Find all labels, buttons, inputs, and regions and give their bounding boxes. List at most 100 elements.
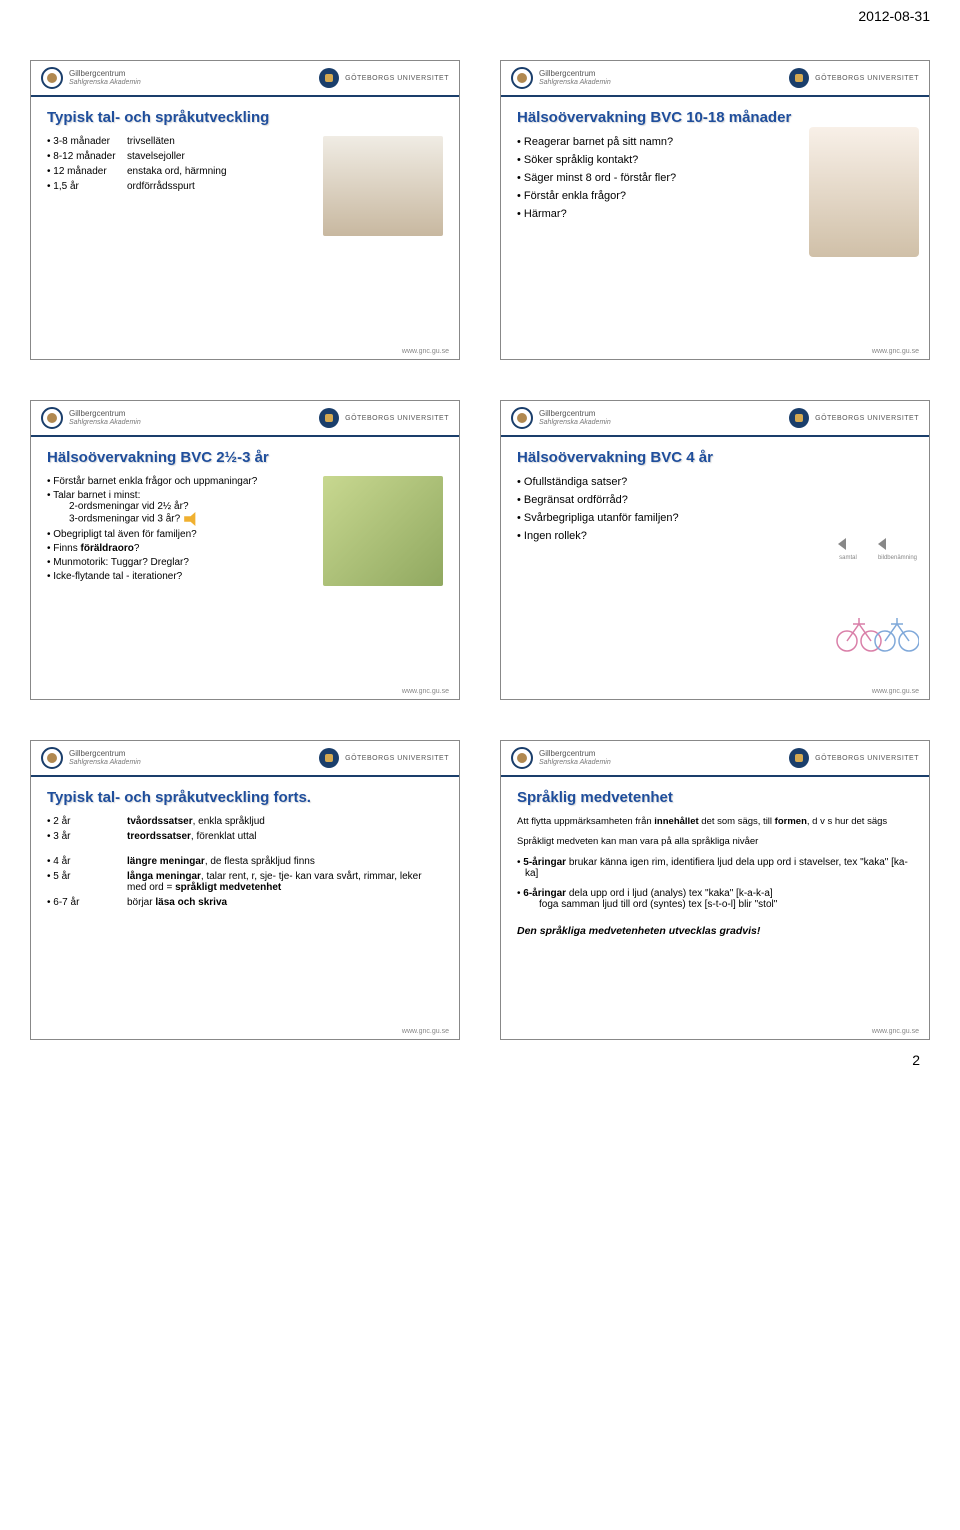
bullet-item: Förstår barnet enkla frågor och uppmanin… [47,476,313,487]
gu-shield-icon [789,408,809,428]
logo-left-text: Gillbergcentrum Sahlgrenska Akademin [69,410,141,426]
logo-left-line1: Gillbergcentrum [69,750,141,759]
bullet-item: Svårbegripliga utanför familjen? [517,512,777,524]
logo-left: Gillbergcentrum Sahlgrenska Akademin [41,67,141,89]
desc-cell: långa meningar, talar rent, r, sje- tje-… [127,871,443,893]
bullet-item: Ingen rollek? [517,530,777,542]
speaker-icon [878,537,898,555]
logo-right: GÖTEBORGS UNIVERSITET [789,748,919,768]
bullet-item: Härmar? [517,208,757,220]
age-cell: 1,5 år [47,181,127,192]
desc-cell: längre meningar, de flesta språkljud fin… [127,856,315,867]
logo-left-text: Gillbergcentrum Sahlgrenska Akademin [69,750,141,766]
samtal-icon-group: samtal [838,537,858,561]
age-cell: 3-8 månader [47,136,127,147]
bullet-item: Obegripligt tal även för familjen? [47,529,313,540]
slide-footer: www.gnc.gu.se [31,1026,459,1039]
logo-left-line2: Sahlgrenska Akademin [539,79,611,87]
gu-shield-icon [319,408,339,428]
para-2: Språkligt medveten kan man vara på alla … [517,836,913,848]
slide-body: Hälsoövervakning BVC 10-18 månader Reage… [501,97,929,346]
slide-header: Gillbergcentrum Sahlgrenska Akademin GÖT… [31,61,459,97]
slide-title: Hälsoövervakning BVC 2½-3 år [47,449,443,466]
bullet-item: Munmotorik: Tuggar? Dreglar? [47,557,313,568]
logo-left-line2: Sahlgrenska Akademin [69,759,141,767]
logo-left: Gillbergcentrum Sahlgrenska Akademin [41,407,141,429]
sound-icon [184,512,200,526]
slide-6: Gillbergcentrum Sahlgrenska Akademin GÖT… [500,740,930,1040]
slide-title: Typisk tal- och språkutveckling forts. [47,789,443,806]
bullet-item: Finns föräldraoro? [47,543,313,554]
bold-word: längre meningar [127,856,205,867]
bold-word: läsa och skriva [155,897,227,908]
logo-right: GÖTEBORGS UNIVERSITET [319,68,449,88]
text-span: Att flytta uppmärksamheten från [517,816,654,827]
baby-magnifier-photo-icon [809,127,919,257]
text-span: dela upp ord i ljud (analys) tex "kaka" … [566,888,773,899]
desc-cell: enstaka ord, härmning [127,166,227,177]
logo-left-line2: Sahlgrenska Akademin [539,419,611,427]
photo-container [323,136,443,236]
icon-label: bildbenämning [878,555,917,561]
table-row: 8-12 månaderstavelsejoller [47,151,313,162]
age-cell: 6-7 år [47,897,127,908]
logo-left: Gillbergcentrum Sahlgrenska Akademin [41,747,141,769]
bold-word: 6-åringar [523,888,566,899]
slide-5: Gillbergcentrum Sahlgrenska Akademin GÖT… [30,740,460,1040]
sub-text: 3-ordsmeningar vid 3 år? [69,514,180,525]
logo-right: GÖTEBORGS UNIVERSITET [319,408,449,428]
date-stamp: 2012-08-31 [858,8,930,24]
logo-left-line2: Sahlgrenska Akademin [539,759,611,767]
slide-2: Gillbergcentrum Sahlgrenska Akademin GÖT… [500,60,930,360]
page-number: 2 [912,1052,920,1068]
logo-left-line1: Gillbergcentrum [539,410,611,419]
table-row: 3-8 månadertrivselläten [47,136,313,147]
slide3-content: Förstår barnet enkla frågor och uppmanin… [47,476,443,586]
desc-cell: ordförrådsspurt [127,181,195,192]
bullet-prefix: Finns [53,543,80,554]
bullet-item: Ofullständiga satser? [517,476,777,488]
slide-4: Gillbergcentrum Sahlgrenska Akademin GÖT… [500,400,930,700]
gu-shield-icon [789,748,809,768]
slide-body: Typisk tal- och språkutveckling forts. 2… [31,777,459,1026]
bullet-item: Begränsat ordförråd? [517,494,777,506]
bullet-item: Talar barnet i minst: 2-ordsmeningar vid… [47,490,313,526]
bullet-list: Förstår barnet enkla frågor och uppmanin… [47,476,313,582]
bold-word: föräldraoro [81,543,134,554]
table-row: 3 årtreordssatser, förenklat uttal [47,831,443,842]
slide-header: Gillbergcentrum Sahlgrenska Akademin GÖT… [501,61,929,97]
logo-left-line2: Sahlgrenska Akademin [69,419,141,427]
table-row: 4 årlängre meningar, de flesta språkljud… [47,856,443,867]
slide-header: Gillbergcentrum Sahlgrenska Akademin GÖT… [31,741,459,777]
bullet-suffix: ? [134,543,140,554]
bullet-item: 6-åringar dela upp ord i ljud (analys) t… [517,888,913,910]
bicycle-illustration-icon [829,596,919,656]
bullet-item: Icke-flytande tal - iterationer? [47,571,313,582]
slide-header: Gillbergcentrum Sahlgrenska Akademin GÖT… [501,401,929,437]
dev-table-b: 4 årlängre meningar, de flesta språkljud… [47,856,443,912]
slide-body: Typisk tal- och språkutveckling 3-8 måna… [31,97,459,346]
logo-right: GÖTEBORGS UNIVERSITET [789,408,919,428]
text-span: brukar känna igen rim, identifiera ljud … [525,857,908,879]
slide1-content: 3-8 månadertrivselläten 8-12 månaderstav… [47,136,443,236]
baby-photo-icon [323,136,443,236]
bullet-item: Förstår enkla frågor? [517,190,757,202]
logo-left-line1: Gillbergcentrum [539,70,611,79]
age-cell: 12 månader [47,166,127,177]
bullet-text: Talar barnet i minst: [53,490,140,501]
logo-left-text: Gillbergcentrum Sahlgrenska Akademin [539,410,611,426]
slide-1: Gillbergcentrum Sahlgrenska Akademin GÖT… [30,60,460,360]
logo-left-line1: Gillbergcentrum [69,70,141,79]
slide-body: Hälsoövervakning BVC 4 år Ofullständiga … [501,437,929,686]
desc-cell: börjar läsa och skriva [127,897,227,908]
gu-text: GÖTEBORGS UNIVERSITET [815,755,919,762]
bold-word: innehållet [654,816,698,827]
age-cell: 5 år [47,871,127,893]
logo-left-line1: Gillbergcentrum [539,750,611,759]
desc-cell: trivselläten [127,136,175,147]
bullet-item: Säger minst 8 ord - förstår fler? [517,172,757,184]
page: 2012-08-31 Gillbergcentrum Sahlgrenska A… [0,0,960,1080]
child-photo-icon [323,476,443,586]
gillberg-logo-icon [511,67,533,89]
slide-title: Typisk tal- och språkutveckling [47,109,443,126]
